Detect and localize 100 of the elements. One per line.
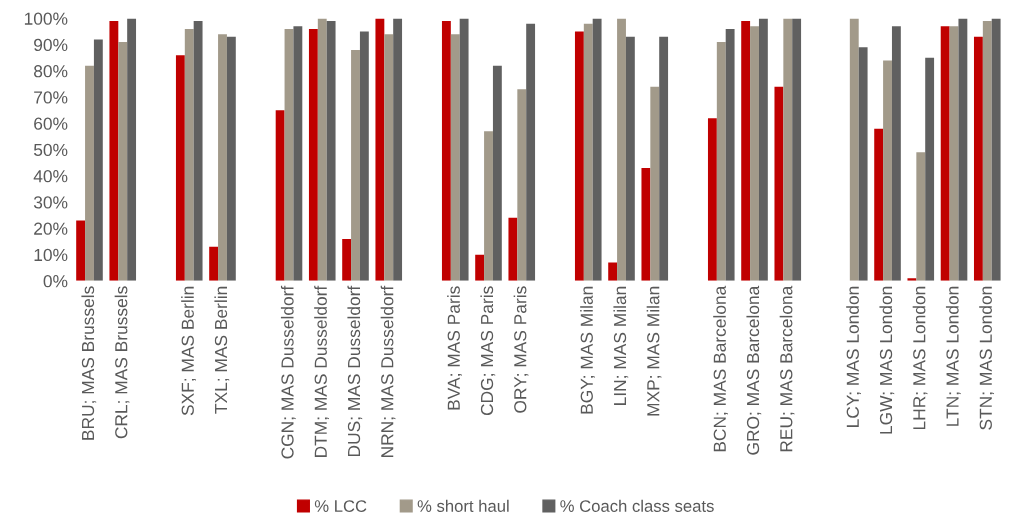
x-tick-label: LTN; MAS London (945, 286, 961, 426)
bar (891, 26, 901, 281)
legend-label: % Coach class seats (560, 499, 714, 512)
legend-label: % LCC (314, 500, 367, 512)
bar (226, 36, 236, 281)
bar (725, 28, 735, 281)
bar (940, 26, 950, 281)
y-tick-label: 70% (34, 91, 68, 104)
bar (375, 18, 385, 281)
x-tick-label: BGY; MAS Milan (580, 286, 595, 414)
bar (925, 57, 935, 281)
bar (774, 86, 784, 281)
y-tick-label: 40% (33, 170, 68, 183)
bar (450, 34, 460, 281)
x-tick-label: DUS; MAS Dusseldorf (347, 285, 363, 457)
bar (284, 28, 294, 281)
bar (973, 36, 983, 281)
bar (175, 55, 185, 281)
x-tick-label: REU; MAS Barcelona (779, 285, 795, 452)
bar (741, 21, 751, 281)
x-tick-label: CDG; MAS Paris (480, 286, 496, 416)
bar (109, 21, 119, 281)
bar (492, 65, 502, 281)
bar (641, 168, 651, 281)
bar (193, 21, 203, 281)
bar (958, 18, 968, 281)
bar (359, 31, 369, 281)
y-tick-label: 0% (43, 275, 68, 288)
x-tick-label: LIN; MAS Milan (613, 286, 629, 405)
bar (949, 26, 959, 281)
bar (475, 254, 485, 281)
bar (758, 18, 768, 281)
bar (659, 36, 669, 281)
bar (650, 86, 660, 281)
bar (342, 238, 352, 281)
bar (716, 42, 726, 281)
bar (625, 36, 635, 281)
legend-label: % short haul (417, 499, 509, 512)
bar (526, 23, 536, 281)
x-tick-label: GRO; MAS Barcelona (746, 285, 762, 455)
bar (218, 34, 227, 281)
bar (874, 128, 884, 281)
bar (384, 34, 394, 281)
bar (617, 18, 626, 281)
bar (858, 47, 868, 281)
bar (592, 18, 602, 281)
x-tick-label: LHR; MAS London (912, 286, 928, 430)
bar (991, 18, 1001, 281)
bar (127, 18, 137, 281)
bar (583, 23, 593, 281)
bar (982, 21, 992, 281)
bar (441, 21, 451, 281)
bar (209, 246, 219, 281)
bar (275, 110, 285, 281)
bar (517, 89, 527, 281)
bar (792, 18, 802, 281)
bar (393, 18, 403, 281)
y-tick-label: 30% (33, 196, 68, 209)
bar (308, 28, 318, 281)
bar (484, 131, 493, 281)
bar (293, 26, 303, 281)
bar (849, 18, 859, 281)
bar (916, 152, 926, 281)
x-tick-label: NRN; MAS Dusseldorf (380, 285, 396, 457)
bar (184, 28, 194, 281)
x-tick-label: MXP; MAS Milan (646, 286, 662, 416)
y-tick-label: 90% (34, 38, 68, 52)
x-tick-label: STN; MAS London (979, 286, 994, 430)
bar (707, 118, 717, 281)
bar (85, 65, 94, 281)
x-tick-label: SXF; MAS Berlin (181, 286, 196, 416)
bar (326, 21, 336, 281)
y-tick-label: 100% (24, 12, 68, 25)
y-tick-label: 80% (34, 65, 68, 78)
x-tick-label: LGW; MAS London (879, 286, 895, 434)
x-tick-label: CGN; MAS Dusseldorf (280, 285, 296, 459)
bar (118, 42, 128, 281)
bar (608, 262, 618, 281)
x-tick-label: BCN; MAS Barcelona (713, 285, 728, 452)
x-tick-label: BVA; MAS Paris (447, 286, 462, 410)
bar (459, 18, 469, 281)
bar (783, 18, 793, 281)
bar (93, 39, 103, 281)
x-tick-label: TXL; MAS Berlin (214, 286, 230, 414)
y-tick-label: 20% (34, 222, 68, 235)
bar (508, 217, 518, 281)
bar (750, 26, 759, 281)
x-tick-label: LCY; MAS London (846, 286, 861, 427)
x-tick-label: CRL; MAS Brussels (114, 286, 130, 439)
bar (574, 31, 584, 281)
x-tick-label: DTM; MAS Dusseldorf (314, 285, 329, 457)
bar (76, 220, 86, 281)
x-tick-label: ORY; MAS Paris (513, 286, 529, 413)
y-tick-label: 60% (34, 117, 68, 130)
bar (351, 49, 360, 281)
x-tick-label: BRU; MAS Brussels (81, 286, 97, 440)
y-tick-label: 10% (34, 248, 68, 262)
bar (883, 60, 892, 281)
y-tick-label: 50% (33, 143, 68, 157)
bar (317, 18, 327, 281)
